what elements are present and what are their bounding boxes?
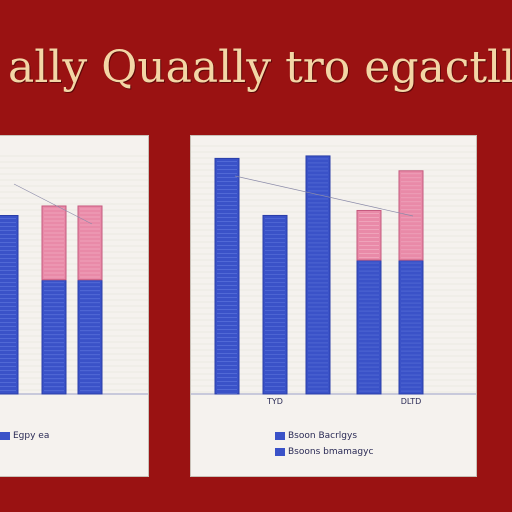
chart-panel-left: Egpy ea bbox=[0, 136, 148, 476]
annotation-leader-line bbox=[13, 183, 93, 225]
legend-item: Bsoon Bacrlgys bbox=[275, 428, 373, 444]
x-tick-label: TYD bbox=[266, 397, 283, 406]
legend-item: Bsoons bmamagyc bbox=[275, 444, 373, 460]
bar-chart-right: TYD DLTD bbox=[191, 145, 476, 406]
bar-blue bbox=[0, 215, 19, 395]
annotation-leader-line bbox=[234, 175, 414, 217]
legend-swatch bbox=[275, 448, 285, 456]
legend-label: Bsoons bmamagyc bbox=[288, 447, 374, 457]
legend-label: Egpy ea bbox=[13, 431, 50, 441]
chart-panel-right: TYD DLTD Bsoon Bacrlgys Bsoons bmamagyc bbox=[191, 136, 476, 476]
legend-label: Bsoon Bacrlgys bbox=[288, 431, 358, 441]
bar-blue bbox=[77, 279, 103, 395]
bar-chart-left bbox=[0, 155, 148, 395]
legend-swatch bbox=[275, 432, 285, 440]
bar-blue bbox=[41, 279, 67, 395]
legend-item: Egpy ea bbox=[0, 428, 49, 444]
legend-right: Bsoon Bacrlgys Bsoons bmamagyc bbox=[275, 428, 373, 460]
legend-left: Egpy ea bbox=[0, 428, 49, 444]
bar-pink bbox=[77, 205, 103, 281]
page-title: ally Quaally tro egactlly bbox=[8, 42, 512, 93]
bar-blue bbox=[262, 214, 288, 395]
bar-pink bbox=[41, 205, 67, 281]
bar-pink bbox=[356, 209, 382, 261]
x-tick-label: DLTD bbox=[401, 397, 422, 406]
legend-swatch bbox=[0, 432, 10, 440]
